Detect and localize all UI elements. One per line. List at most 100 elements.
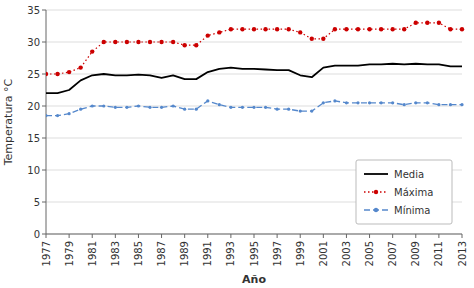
y-tick xyxy=(42,202,46,203)
x-tick xyxy=(115,234,116,238)
y-tick-label: 10 xyxy=(27,165,40,176)
series-point xyxy=(217,30,221,34)
y-tick-label: 35 xyxy=(27,5,40,16)
series-point xyxy=(437,103,440,106)
series-point xyxy=(310,37,314,41)
series-point xyxy=(206,99,209,102)
legend-label: Mínima xyxy=(394,205,430,216)
series-point xyxy=(368,101,371,104)
x-tick-label: 2009 xyxy=(410,241,421,266)
series-point xyxy=(322,101,325,104)
series-point xyxy=(425,21,429,25)
series-point xyxy=(182,43,186,47)
series-point xyxy=(183,108,186,111)
x-tick xyxy=(300,234,301,238)
series-point xyxy=(218,103,221,106)
series-point xyxy=(229,27,233,31)
series-point xyxy=(356,101,359,104)
y-tick xyxy=(42,170,46,171)
series-point xyxy=(172,104,175,107)
series-point xyxy=(460,103,463,106)
series-point xyxy=(46,72,48,76)
series-point xyxy=(252,106,255,109)
x-tick xyxy=(277,234,278,238)
y-tick-label: 20 xyxy=(27,101,40,112)
x-tick xyxy=(230,234,231,238)
y-tick-label: 5 xyxy=(34,197,40,208)
series-point xyxy=(321,37,325,41)
series-line xyxy=(46,101,462,116)
series-point xyxy=(356,27,360,31)
series-point xyxy=(114,106,117,109)
series-point xyxy=(206,33,210,37)
x-tick-label: 1977 xyxy=(41,241,52,266)
series-point xyxy=(113,40,117,44)
series-line xyxy=(46,23,462,74)
series-line xyxy=(46,64,462,93)
series-point xyxy=(78,65,82,69)
series-point xyxy=(310,110,313,113)
series-point xyxy=(240,27,244,31)
series-point xyxy=(137,104,140,107)
y-tick xyxy=(42,74,46,75)
series-point xyxy=(67,70,71,74)
x-tick xyxy=(207,234,208,238)
y-axis xyxy=(46,10,47,234)
series-point xyxy=(46,114,48,117)
series-point xyxy=(299,110,302,113)
x-tick-label: 1985 xyxy=(133,241,144,266)
x-tick xyxy=(92,234,93,238)
series-point xyxy=(333,99,336,102)
legend-label: Media xyxy=(394,169,424,180)
x-tick xyxy=(462,234,463,238)
x-tick xyxy=(184,234,185,238)
series-point xyxy=(90,49,94,53)
x-tick-label: 2001 xyxy=(318,241,329,266)
x-tick-label: 2011 xyxy=(433,241,444,266)
plot-data xyxy=(46,21,464,118)
y-tick xyxy=(42,10,46,11)
series-point xyxy=(286,27,290,31)
y-tick-label: 0 xyxy=(34,229,40,240)
x-tick-label: 2013 xyxy=(457,241,468,266)
x-tick xyxy=(346,234,347,238)
series-point xyxy=(298,30,302,34)
x-tick-label: 1997 xyxy=(272,241,283,266)
series-point xyxy=(367,27,371,31)
series-point xyxy=(414,21,418,25)
series-point xyxy=(136,40,140,44)
y-tick xyxy=(42,42,46,43)
series-point xyxy=(91,104,94,107)
grid xyxy=(46,10,462,234)
series-point xyxy=(263,27,267,31)
grid-line xyxy=(46,138,462,139)
series-point xyxy=(125,40,129,44)
x-tick-label: 1999 xyxy=(295,241,306,266)
x-tick-label: 1993 xyxy=(225,241,236,266)
series-point xyxy=(264,106,267,109)
x-tick xyxy=(46,234,47,238)
series-point xyxy=(426,101,429,104)
series-point xyxy=(55,72,59,76)
series-point xyxy=(402,27,406,31)
x-tick-label: 1989 xyxy=(179,241,190,266)
series-point xyxy=(275,27,279,31)
series-point xyxy=(333,27,337,31)
series-point xyxy=(414,101,417,104)
series-point xyxy=(102,104,105,107)
x-tick xyxy=(161,234,162,238)
x-tick xyxy=(254,234,255,238)
series-point xyxy=(241,106,244,109)
legend-label: Máxima xyxy=(394,187,433,198)
x-tick-label: 2007 xyxy=(387,241,398,266)
series-point xyxy=(125,106,128,109)
y-axis-label: Temperatura °C xyxy=(2,78,15,166)
x-axis xyxy=(46,234,462,235)
x-tick-label: 2005 xyxy=(364,241,375,266)
page: {"chart_data": { "type": "line", "xlabel… xyxy=(0,0,474,288)
legend: Media Máxima Mínima xyxy=(356,160,452,224)
series-point xyxy=(391,101,394,104)
x-tick xyxy=(369,234,370,238)
series-point xyxy=(229,106,232,109)
series-point xyxy=(287,108,290,111)
